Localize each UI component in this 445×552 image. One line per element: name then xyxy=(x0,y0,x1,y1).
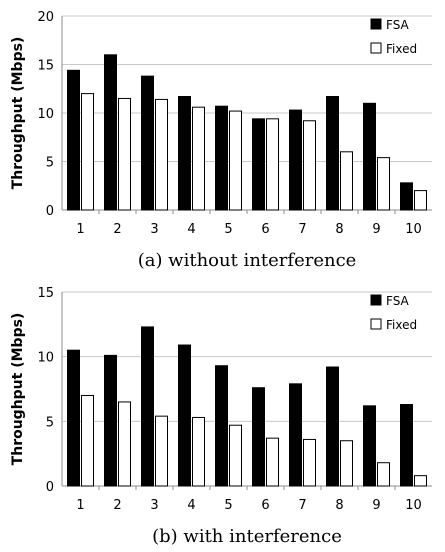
y-tick-label: 20 xyxy=(37,10,54,25)
bar-fixed-2 xyxy=(118,97,131,211)
x-tick-label: 6 xyxy=(261,222,269,237)
bar-fixed-8 xyxy=(340,440,353,487)
y-tick-label: 0 xyxy=(46,480,54,495)
y-tick-label: 10 xyxy=(37,351,54,366)
chart-a: 0 5 10 15 20 1 2 3 4 5 6 7 8 9 10 FSA Fixed Throughput (M… xyxy=(10,10,432,271)
bar-fsa-10 xyxy=(400,404,413,487)
y-tick-label: 5 xyxy=(46,415,54,430)
bar-fixed-3 xyxy=(155,415,168,487)
legend-swatch-fsa xyxy=(370,18,382,30)
bar-fixed-4 xyxy=(192,106,205,211)
legend-label: FSA xyxy=(386,294,410,308)
x-tick-label: 2 xyxy=(113,222,121,237)
bar-fsa-1 xyxy=(67,69,80,211)
bar-fsa-5 xyxy=(215,365,228,487)
bar-fixed-1 xyxy=(81,93,94,211)
bar-fsa-9 xyxy=(363,405,376,487)
x-tick-label: 9 xyxy=(372,222,380,237)
bar-fsa-3 xyxy=(141,326,154,487)
legend-swatch-fixed xyxy=(370,318,382,330)
bar-fixed-9 xyxy=(377,157,390,211)
legend-label: Fixed xyxy=(386,318,417,332)
bar-fixed-4 xyxy=(192,416,205,487)
bar-fixed-10 xyxy=(414,190,427,211)
x-tick-label: 3 xyxy=(150,498,158,513)
y-tick-label: 5 xyxy=(46,156,54,171)
x-tick-label: 5 xyxy=(224,498,232,513)
legend-label: Fixed xyxy=(386,42,417,56)
x-tick-label: 8 xyxy=(335,498,343,513)
bar-fsa-6 xyxy=(252,387,265,487)
x-tick-label: 3 xyxy=(150,222,158,237)
y-tick-label: 0 xyxy=(46,204,54,219)
x-tick-label: 1 xyxy=(76,222,84,237)
bar-fixed-6 xyxy=(266,437,279,487)
x-tick-label: 4 xyxy=(187,498,195,513)
legend-swatch-fixed xyxy=(370,42,382,54)
x-tick-label: 7 xyxy=(298,222,306,237)
bar-fixed-7 xyxy=(303,120,316,211)
bar-fsa-10 xyxy=(400,182,413,211)
chart-caption: (a) without interference xyxy=(138,250,357,271)
bar-fsa-7 xyxy=(289,383,302,487)
bar-fsa-2 xyxy=(104,354,117,487)
bar-fsa-8 xyxy=(326,96,339,211)
bar-fixed-8 xyxy=(340,151,353,211)
bar-fixed-5 xyxy=(229,424,242,487)
x-tick-label: 2 xyxy=(113,498,121,513)
chart-caption: (b) with interference xyxy=(152,526,342,547)
x-tick-label: 5 xyxy=(224,222,232,237)
bar-fsa-4 xyxy=(178,96,191,211)
bar-fixed-10 xyxy=(414,475,427,487)
legend-swatch-fsa xyxy=(370,294,382,306)
y-tick-label: 10 xyxy=(37,107,54,122)
bar-fixed-3 xyxy=(155,98,168,211)
x-tick-label: 10 xyxy=(405,498,422,513)
bar-fsa-7 xyxy=(289,109,302,211)
bar-fixed-7 xyxy=(303,438,316,487)
x-tick-label: 8 xyxy=(335,222,343,237)
y-tick-label: 15 xyxy=(37,286,54,301)
bar-fsa-1 xyxy=(67,349,80,487)
bar-fsa-6 xyxy=(252,118,265,211)
bar-fixed-2 xyxy=(118,401,131,487)
bar-fixed-5 xyxy=(229,110,242,211)
x-tick-label: 4 xyxy=(187,222,195,237)
x-tick-label: 6 xyxy=(261,498,269,513)
bar-fixed-1 xyxy=(81,394,94,487)
bar-fsa-8 xyxy=(326,366,339,487)
x-tick-label: 10 xyxy=(405,222,422,237)
bar-fsa-2 xyxy=(104,54,117,211)
y-axis-label: Throughput (Mbps) xyxy=(10,37,26,190)
y-axis-label: Throughput (Mbps) xyxy=(10,313,26,466)
bar-fixed-9 xyxy=(377,462,390,487)
chart-b: 0 5 10 15 1 2 3 4 5 6 7 8 9 10 FSA Fixed Throughput (Mbp… xyxy=(10,286,432,547)
x-tick-label: 9 xyxy=(372,498,380,513)
bar-fsa-5 xyxy=(215,105,228,211)
x-tick-label: 7 xyxy=(298,498,306,513)
bar-fixed-6 xyxy=(266,118,279,211)
bar-fsa-9 xyxy=(363,102,376,211)
legend-label: FSA xyxy=(386,18,410,32)
bar-fsa-4 xyxy=(178,344,191,487)
y-tick-label: 15 xyxy=(37,59,54,74)
bar-fsa-3 xyxy=(141,75,154,211)
x-tick-label: 1 xyxy=(76,498,84,513)
